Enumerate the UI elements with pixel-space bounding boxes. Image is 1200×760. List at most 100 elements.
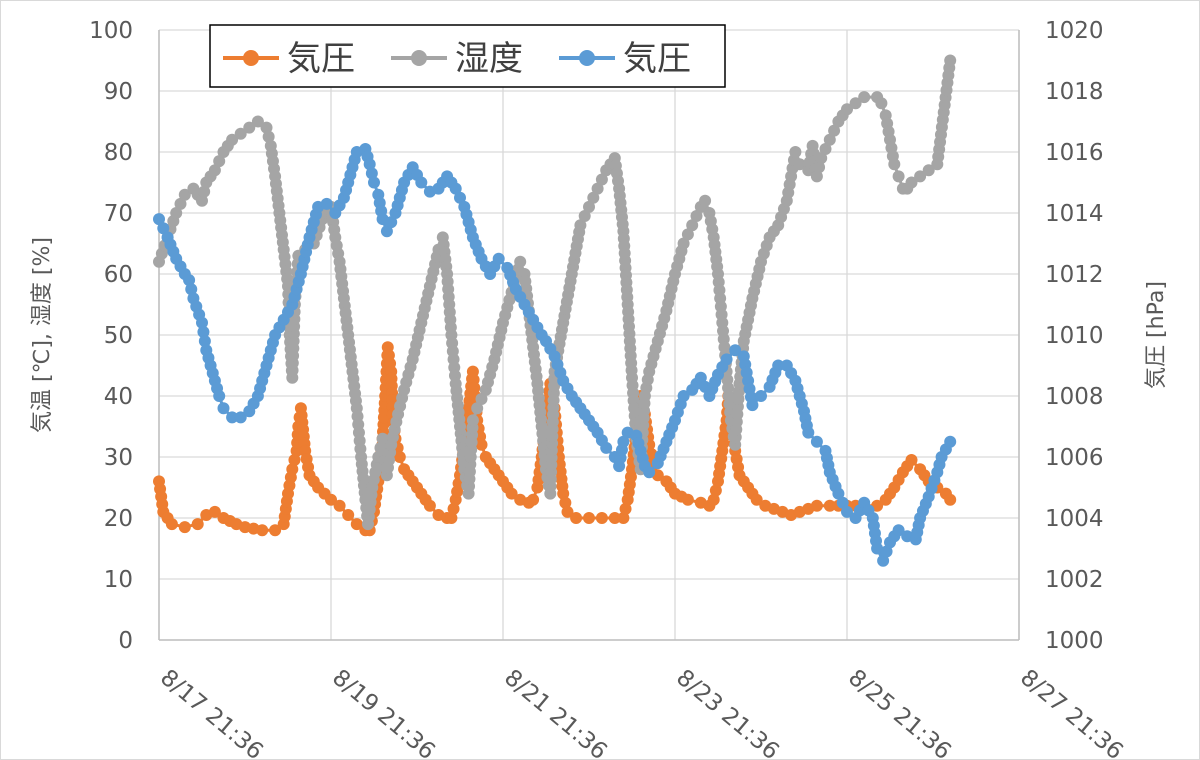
legend-marker — [579, 50, 595, 66]
y2-tick-label: 1008 — [1045, 384, 1104, 410]
data-point — [226, 133, 239, 146]
data-point — [466, 414, 479, 427]
data-point — [690, 210, 703, 223]
legend-label: 湿度 — [455, 39, 523, 79]
data-point — [153, 213, 165, 226]
y2-tick-label: 1010 — [1045, 323, 1104, 349]
data-point — [677, 390, 690, 402]
y2-tick-label: 1014 — [1045, 201, 1104, 227]
y-tick-label: 60 — [104, 262, 133, 288]
x-tick-label: 8/17 21:36 — [155, 665, 268, 759]
data-point — [288, 454, 301, 467]
data-point — [858, 91, 871, 104]
data-point — [570, 512, 583, 524]
data-point — [707, 493, 720, 506]
y-tick-label: 10 — [104, 567, 133, 593]
data-point — [157, 222, 170, 235]
data-point — [849, 97, 862, 110]
y2-tick-label: 1004 — [1045, 506, 1104, 532]
data-point — [709, 484, 722, 497]
y2-tick-label: 1002 — [1045, 567, 1104, 593]
data-point — [905, 176, 918, 189]
y2-axis-title: 気圧 [hPa] — [1144, 281, 1169, 389]
data-point — [208, 164, 221, 177]
data-point — [789, 146, 802, 158]
data-point — [888, 158, 901, 171]
data-point — [251, 115, 264, 128]
data-point — [819, 142, 832, 155]
data-point — [694, 371, 707, 384]
series-2 — [153, 142, 957, 567]
data-point — [841, 505, 853, 518]
data-point — [185, 283, 198, 296]
data-point — [877, 554, 890, 567]
data-point — [587, 191, 600, 204]
data-point — [772, 359, 785, 372]
data-point — [557, 487, 570, 500]
y-tick-label: 80 — [104, 140, 133, 166]
y2-tick-label: 1000 — [1045, 628, 1104, 654]
data-point — [325, 493, 337, 506]
data-point — [365, 167, 378, 180]
y-tick-label: 0 — [118, 628, 133, 654]
data-point — [243, 121, 256, 134]
data-point — [823, 499, 836, 512]
data-point — [262, 130, 275, 143]
data-point — [197, 325, 210, 338]
data-point — [617, 512, 630, 524]
y-tick-label: 70 — [104, 201, 133, 227]
data-point — [944, 54, 957, 67]
data-point — [810, 499, 823, 512]
data-point — [475, 393, 488, 406]
y2-tick-label: 1016 — [1045, 140, 1104, 166]
data-point — [178, 188, 191, 201]
data-point — [643, 466, 656, 479]
data-point — [892, 524, 905, 537]
data-point — [871, 542, 884, 555]
y-axis-title: 気温 [℃], 湿度 [%] — [30, 237, 55, 433]
legend-label: 気圧 — [287, 39, 355, 79]
data-point — [677, 237, 690, 250]
data-point — [574, 219, 587, 232]
data-point — [729, 344, 742, 357]
x-tick-label: 8/19 21:36 — [327, 665, 440, 759]
data-point — [196, 194, 208, 207]
data-point — [269, 524, 282, 537]
y-tick-label: 40 — [104, 384, 133, 410]
x-tick-label: 8/23 21:36 — [671, 665, 784, 759]
data-point — [492, 252, 505, 265]
data-point — [813, 161, 826, 174]
data-point — [393, 451, 406, 463]
data-point — [213, 155, 226, 168]
data-point — [608, 512, 621, 524]
data-point — [810, 170, 823, 183]
data-point — [892, 170, 905, 183]
legend: 気圧 湿度 気圧 — [209, 24, 726, 88]
data-point — [793, 158, 806, 171]
data-point — [260, 121, 273, 134]
y-tick-label: 90 — [104, 79, 133, 105]
data-point — [217, 402, 230, 415]
data-point — [944, 435, 957, 448]
data-point — [617, 435, 630, 448]
data-point — [559, 496, 572, 509]
y-tick-label: 30 — [104, 445, 133, 471]
data-point — [875, 97, 888, 110]
data-point — [836, 496, 849, 509]
data-point — [174, 197, 187, 210]
data-point — [600, 441, 613, 454]
data-point — [720, 353, 733, 366]
data-point — [385, 216, 398, 229]
data-point — [561, 505, 574, 518]
data-point — [841, 103, 853, 116]
y2-tick-label: 1006 — [1045, 445, 1104, 471]
data-point — [583, 512, 595, 524]
data-point — [198, 335, 211, 348]
data-point — [619, 502, 632, 515]
data-point — [415, 176, 428, 189]
data-point — [183, 274, 196, 287]
data-point — [832, 487, 845, 500]
legend-marker — [411, 50, 427, 66]
